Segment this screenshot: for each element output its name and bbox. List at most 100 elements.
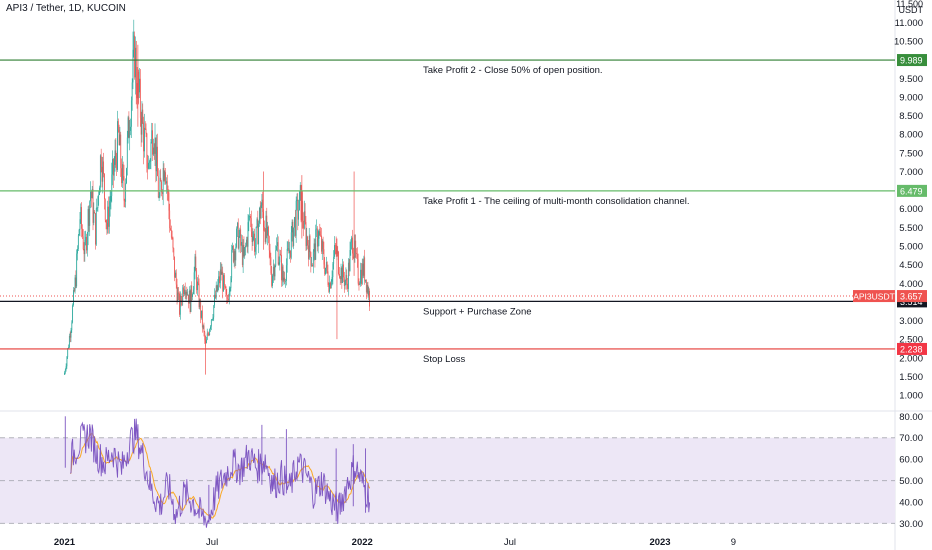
candle-body bbox=[110, 195, 112, 202]
candle-body bbox=[314, 243, 316, 260]
candle-body bbox=[90, 191, 91, 202]
level-price-tag-stop-loss bbox=[897, 342, 927, 355]
candle-body bbox=[350, 242, 352, 250]
candle-body bbox=[141, 109, 143, 135]
candle-body bbox=[154, 137, 156, 154]
candle-body bbox=[101, 166, 103, 182]
candle-body bbox=[92, 189, 94, 223]
candle-body bbox=[303, 220, 304, 229]
candle-body bbox=[172, 237, 174, 249]
candle-body bbox=[91, 189, 93, 199]
candle-body bbox=[82, 228, 83, 237]
candle-body bbox=[179, 296, 181, 315]
candle-body bbox=[200, 300, 202, 318]
candle-body bbox=[96, 207, 98, 209]
candle-body bbox=[187, 294, 189, 296]
candle-body bbox=[342, 264, 344, 284]
candle-body bbox=[72, 305, 74, 323]
level-price-label-stop-loss: 2.238 bbox=[900, 344, 923, 354]
candle-body bbox=[88, 209, 90, 226]
candle-body bbox=[273, 266, 275, 277]
candle-body bbox=[202, 325, 204, 328]
candle-body bbox=[106, 222, 108, 230]
candle-body bbox=[227, 298, 229, 300]
candle-body bbox=[247, 222, 249, 247]
candle-body bbox=[138, 71, 140, 93]
candle-body bbox=[76, 253, 78, 287]
candle-body bbox=[325, 261, 327, 268]
time-tick-label: 9 bbox=[731, 537, 736, 548]
candle-body bbox=[74, 277, 76, 292]
candle-body bbox=[225, 286, 227, 295]
candle-body bbox=[222, 271, 224, 292]
candle-body bbox=[305, 222, 307, 246]
rsi-band-fill bbox=[0, 437, 895, 524]
price-tick-label: 6.000 bbox=[899, 204, 923, 215]
candle-body bbox=[125, 183, 127, 202]
candle-body bbox=[188, 290, 190, 304]
candle-body bbox=[204, 332, 206, 341]
price-tick-label: 10.500 bbox=[894, 37, 923, 48]
candle-body bbox=[216, 285, 218, 292]
candle-body bbox=[89, 201, 91, 226]
candle-body bbox=[73, 290, 74, 306]
candle-body bbox=[254, 246, 256, 252]
candle-body bbox=[334, 245, 335, 257]
candle-body bbox=[274, 265, 276, 277]
candle-body bbox=[126, 137, 128, 169]
price-tick-label: 1.000 bbox=[899, 391, 923, 402]
candle-body bbox=[117, 121, 118, 170]
price-axis-unit: USDT bbox=[899, 5, 924, 15]
candle-body bbox=[271, 272, 273, 286]
candle-body bbox=[265, 215, 267, 242]
candle-body bbox=[233, 251, 235, 262]
candle-body bbox=[237, 222, 238, 229]
candle-body bbox=[250, 218, 252, 232]
candle-body bbox=[133, 35, 135, 50]
candle-body bbox=[113, 159, 114, 176]
price-tick-label: 8.500 bbox=[899, 111, 923, 122]
candle-body bbox=[95, 213, 96, 245]
candle-body bbox=[288, 248, 290, 254]
candle-body bbox=[325, 267, 326, 274]
candle-body bbox=[368, 290, 370, 296]
candle-body bbox=[214, 294, 216, 299]
candle-body bbox=[195, 256, 197, 271]
candle-body bbox=[313, 243, 315, 252]
candle-body bbox=[188, 294, 189, 304]
candle-body bbox=[203, 325, 205, 333]
candle-body bbox=[287, 248, 289, 250]
candle-body bbox=[217, 283, 219, 292]
candle-body bbox=[343, 277, 345, 287]
candle-body bbox=[272, 275, 273, 286]
candle-body bbox=[93, 211, 95, 223]
candle-body bbox=[121, 164, 123, 184]
candle-body bbox=[259, 207, 261, 219]
level-note-stop-loss: Stop Loss bbox=[423, 354, 465, 365]
price-tick-label: 5.000 bbox=[899, 242, 923, 253]
candle-body bbox=[86, 235, 88, 251]
candle-body bbox=[196, 270, 198, 291]
candle-body bbox=[328, 284, 330, 292]
candle-body bbox=[94, 211, 96, 214]
candle-body bbox=[319, 231, 321, 235]
candle-body bbox=[315, 229, 317, 260]
candle-body bbox=[220, 269, 222, 275]
candle-body bbox=[351, 237, 353, 243]
candle-body bbox=[232, 245, 234, 262]
candle-body bbox=[294, 217, 295, 228]
candle-body bbox=[64, 369, 66, 373]
candle-body bbox=[279, 253, 281, 263]
candle-body bbox=[281, 255, 282, 281]
candle-body bbox=[241, 242, 243, 265]
candle-body bbox=[128, 117, 130, 138]
candle-body bbox=[290, 232, 292, 258]
candle-body bbox=[296, 199, 298, 201]
candle-body bbox=[177, 292, 179, 302]
candle-body bbox=[65, 366, 67, 370]
candle-body bbox=[292, 221, 294, 246]
candle-body bbox=[352, 253, 354, 258]
candle-body bbox=[130, 126, 131, 131]
